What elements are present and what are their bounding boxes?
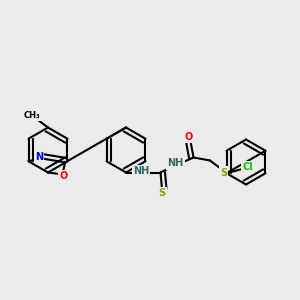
Text: Cl: Cl [242, 162, 253, 172]
Text: NH: NH [167, 158, 184, 169]
Text: N: N [35, 152, 43, 162]
Text: NH: NH [133, 166, 149, 176]
Text: CH₃: CH₃ [23, 111, 40, 120]
Text: S: S [158, 188, 166, 199]
Text: O: O [60, 171, 68, 181]
Text: S: S [220, 167, 227, 178]
Text: O: O [185, 131, 193, 142]
